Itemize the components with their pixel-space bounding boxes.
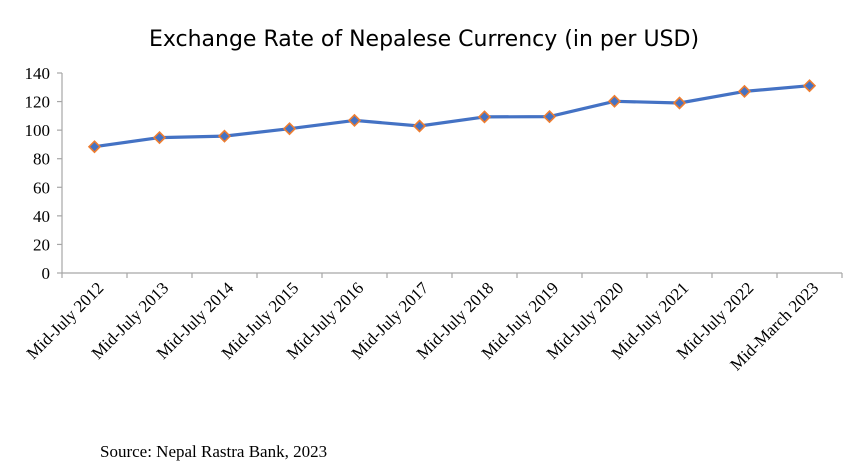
series-group — [87, 79, 817, 154]
data-point-marker — [282, 122, 297, 136]
data-point-marker — [477, 110, 492, 124]
data-point-marker — [607, 94, 622, 108]
y-tick-label: 80 — [33, 150, 50, 169]
data-point-marker — [152, 130, 167, 145]
series-line — [94, 84, 810, 149]
y-tick-label: 60 — [33, 178, 50, 197]
data-point-marker — [542, 109, 557, 124]
data-point-marker — [802, 79, 817, 93]
source-note: Source: Nepal Rastra Bank, 2023 — [100, 442, 327, 461]
data-point-marker — [737, 84, 752, 99]
y-tick-label: 120 — [25, 93, 51, 112]
y-tick-label: 0 — [42, 264, 51, 283]
y-tick-label: 100 — [25, 121, 51, 140]
data-point-marker — [412, 119, 427, 133]
y-tick-label: 140 — [25, 64, 51, 83]
data-point-marker — [217, 129, 232, 143]
y-tick-label: 20 — [33, 235, 50, 254]
data-point-marker — [87, 140, 102, 154]
y-axis-ticks: 0 20 40 60 80 100 120 140 — [25, 64, 62, 283]
axes — [61, 73, 842, 274]
data-point-marker — [672, 96, 687, 110]
y-tick-label: 40 — [33, 207, 50, 226]
data-point-marker — [347, 113, 362, 128]
chart-title: Exchange Rate of Nepalese Currency (in p… — [149, 27, 699, 52]
